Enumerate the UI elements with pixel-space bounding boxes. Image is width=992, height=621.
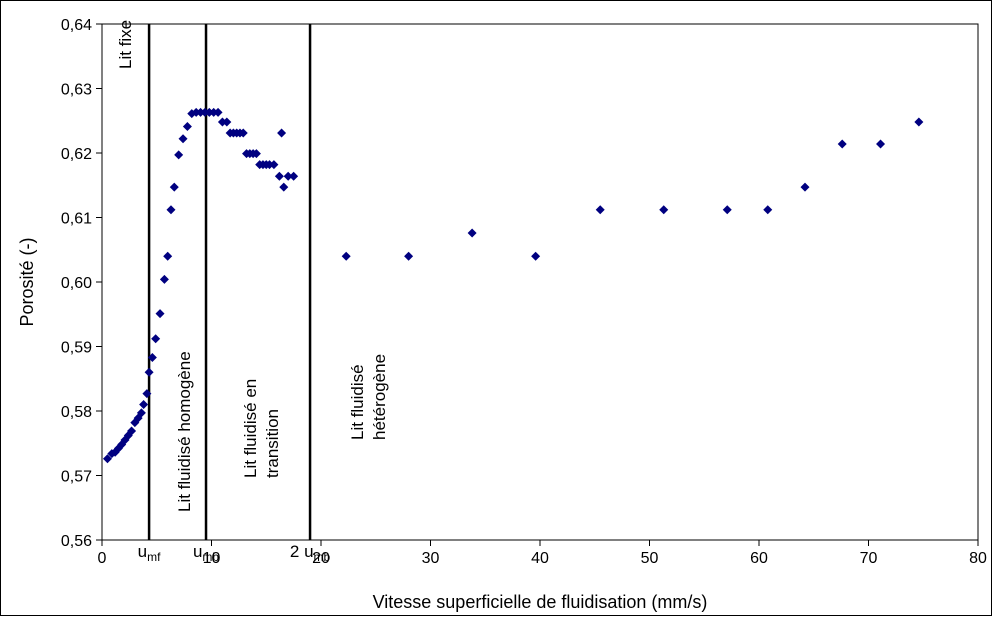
x-axis: 0 10 20 30 40 50 60 70 80 (98, 540, 987, 567)
y-tick-label: 0,60 (61, 275, 92, 292)
data-point (136, 408, 146, 418)
data-point (178, 134, 188, 144)
y-axis: 0,56 0,57 0,58 0,59 0,60 0,61 0,62 0,63 0,64 (61, 17, 102, 550)
data-point (182, 122, 192, 132)
x-tick-label: 10 (203, 550, 221, 567)
data-point (279, 182, 289, 192)
data-point (800, 182, 810, 192)
region-label: Lit fluidisé hétérogène (348, 354, 389, 440)
y-tick-label: 0,58 (61, 404, 92, 421)
data-point (166, 205, 176, 215)
region-label-line: hétérogène (370, 354, 389, 440)
data-point (222, 117, 232, 127)
region-label: Lit fluidisé en transition (241, 379, 282, 478)
threshold-label: umf (138, 542, 161, 564)
y-tick-label: 0,59 (61, 340, 92, 357)
x-tick-label: 20 (312, 550, 330, 567)
y-axis-title: Porosité (-) (17, 237, 37, 326)
data-point (914, 117, 924, 127)
data-point (659, 205, 669, 215)
data-point (159, 274, 169, 284)
x-axis-title: Vitesse superficielle de fluidisation (m… (373, 592, 708, 612)
x-tick-label: 50 (641, 550, 659, 567)
data-point (763, 205, 773, 215)
data-point (289, 171, 299, 181)
data-point (238, 128, 248, 138)
data-point (467, 228, 477, 238)
region-label-line: Lit fluidisé en (241, 379, 260, 478)
x-tick-label: 40 (531, 550, 549, 567)
data-point (139, 400, 149, 410)
data-point (151, 334, 161, 344)
data-point (142, 389, 152, 399)
x-tick-label: 80 (969, 550, 987, 567)
data-points (102, 107, 924, 464)
x-tick-label: 0 (98, 550, 107, 567)
threshold-label: umb (193, 542, 219, 564)
data-point (155, 309, 165, 319)
y-tick-label: 0,57 (61, 469, 92, 486)
data-point (144, 367, 154, 377)
data-point (341, 251, 351, 261)
threshold-label: 2 umb (290, 542, 331, 564)
data-point (277, 128, 287, 138)
data-point (169, 182, 179, 192)
data-point (269, 160, 279, 170)
x-tick-label: 70 (860, 550, 878, 567)
data-point (404, 251, 414, 261)
data-point (102, 454, 112, 464)
y-tick-label: 0,62 (61, 146, 92, 163)
region-labels: Lit fixe Lit fluidisé homogène Lit fluidis… (116, 20, 389, 512)
data-point (174, 150, 184, 160)
data-point (251, 149, 261, 159)
plot-area (101, 23, 979, 541)
data-point (722, 205, 732, 215)
data-point (163, 251, 173, 261)
x-tick-label: 60 (750, 550, 768, 567)
data-point (127, 426, 137, 436)
region-label-line: Lit fluidisé homogène (175, 351, 194, 512)
region-label-line: transition (263, 409, 282, 478)
y-tick-label: 0,56 (61, 533, 92, 550)
data-point (274, 171, 284, 181)
data-point (837, 139, 847, 149)
y-tick-label: 0,63 (61, 82, 92, 99)
region-label: Lit fluidisé homogène (175, 351, 194, 512)
region-label: Lit fixe (116, 20, 135, 69)
region-label-line: Lit fluidisé (348, 364, 367, 440)
region-label-line: Lit fixe (116, 20, 135, 69)
data-point (213, 107, 223, 117)
y-tick-label: 0,64 (61, 17, 92, 34)
data-point (147, 352, 157, 362)
data-point (876, 139, 886, 149)
data-point (283, 171, 293, 181)
data-point (595, 205, 605, 215)
x-tick-label: 30 (422, 550, 440, 567)
y-tick-label: 0,61 (61, 211, 92, 228)
data-point (531, 251, 541, 261)
